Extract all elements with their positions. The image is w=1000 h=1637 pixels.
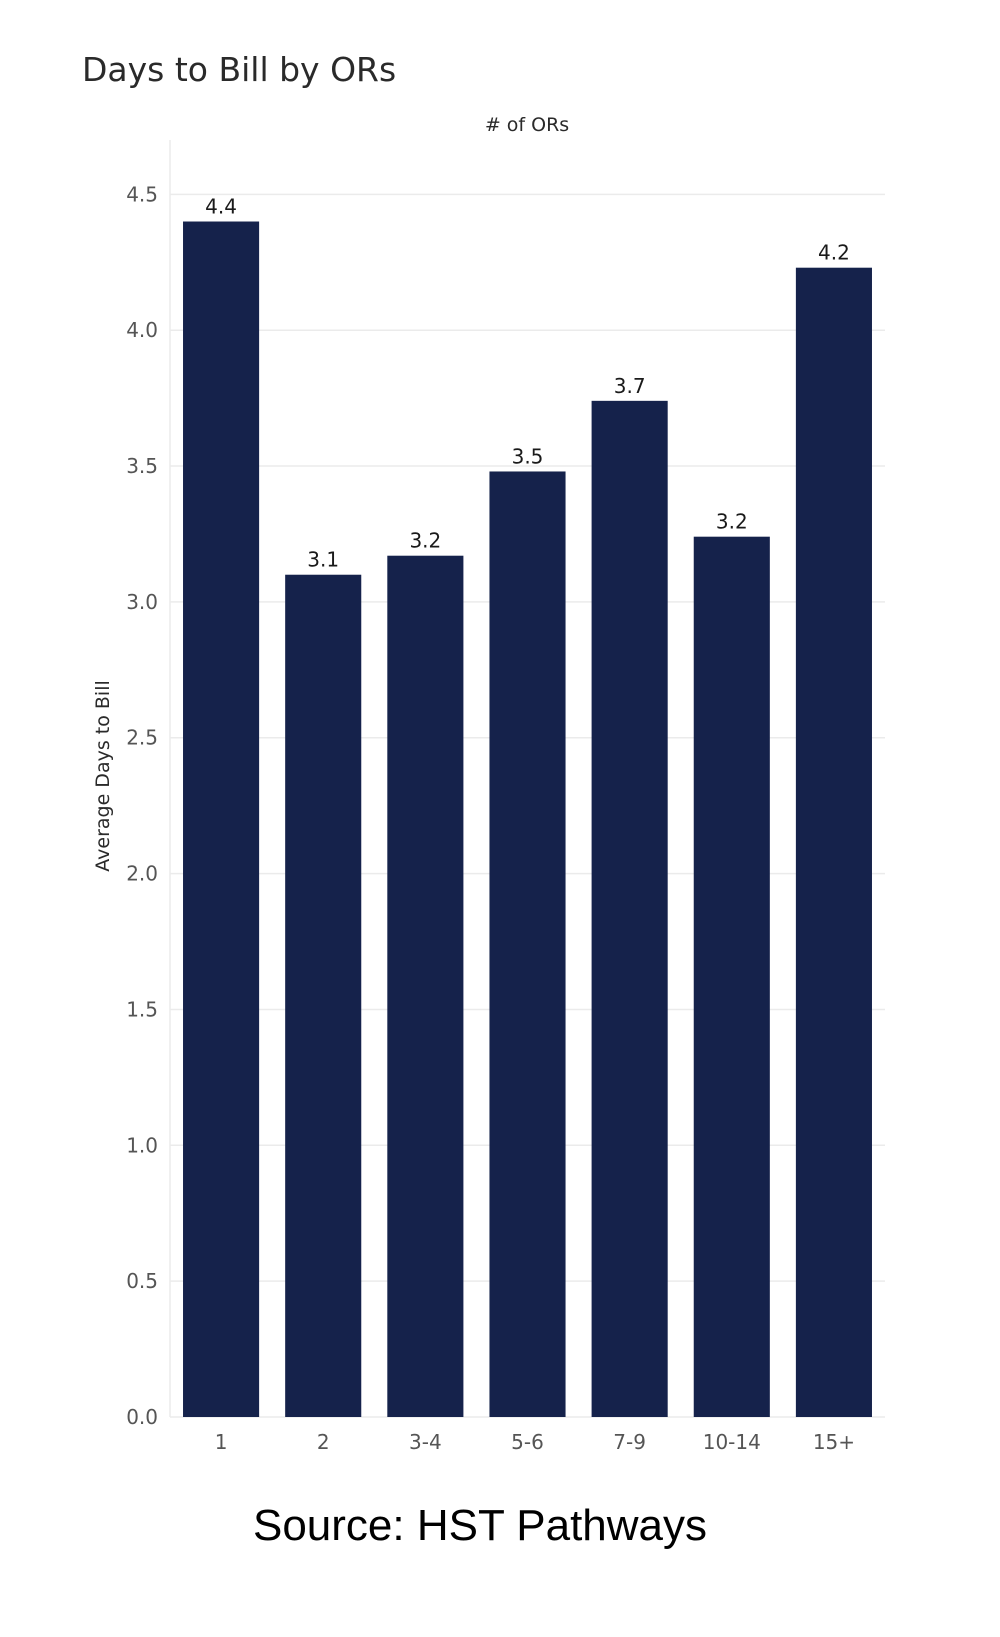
y-tick-label: 4.0 [126, 318, 158, 342]
bar [489, 471, 566, 1418]
y-tick-label: 0.0 [126, 1405, 158, 1429]
data-label: 3.5 [512, 444, 544, 468]
data-label: 4.4 [205, 195, 237, 219]
chart-title: Days to Bill by ORs [82, 50, 396, 89]
x-tick-label: 2 [317, 1430, 330, 1454]
y-tick-label: 1.0 [126, 1133, 158, 1157]
y-axis-ticks: 0.0 0.5 1.0 1.5 2.0 2.5 3.0 3.5 4.0 4.5 [126, 182, 158, 1429]
y-tick-label: 2.5 [126, 726, 158, 750]
y-tick-label: 2.0 [126, 862, 158, 886]
bar [591, 400, 668, 1417]
bar [795, 267, 872, 1418]
bar [183, 221, 260, 1418]
x-axis-title: # of ORs [485, 114, 569, 136]
bars [183, 221, 872, 1418]
bar [387, 555, 464, 1417]
x-tick-label: 3-4 [409, 1430, 442, 1454]
y-axis-title: Average Days to Bill [92, 680, 114, 872]
bar [693, 536, 770, 1417]
data-label: 3.2 [409, 529, 441, 553]
y-tick-label: 3.0 [126, 590, 158, 614]
x-tick-label: 10-14 [703, 1430, 761, 1454]
x-tick-label: 5-6 [511, 1430, 544, 1454]
x-axis-ticks: 1 2 3-4 5-6 7-9 10-14 15+ [215, 1430, 855, 1454]
x-tick-label: 1 [215, 1430, 228, 1454]
source-note: Source: HST Pathways [253, 1501, 707, 1550]
y-tick-label: 3.5 [126, 454, 158, 478]
bar [285, 574, 362, 1417]
y-tick-label: 1.5 [126, 997, 158, 1021]
data-label: 3.1 [307, 548, 339, 572]
data-labels: 4.4 3.1 3.2 3.5 3.7 3.2 4.2 [205, 195, 850, 572]
x-tick-label: 15+ [813, 1430, 855, 1454]
data-label: 3.7 [614, 374, 646, 398]
y-tick-label: 0.5 [126, 1269, 158, 1293]
x-tick-label: 7-9 [613, 1430, 646, 1454]
y-tick-label: 4.5 [126, 182, 158, 206]
data-label: 3.2 [716, 510, 748, 534]
data-label: 4.2 [818, 241, 850, 265]
